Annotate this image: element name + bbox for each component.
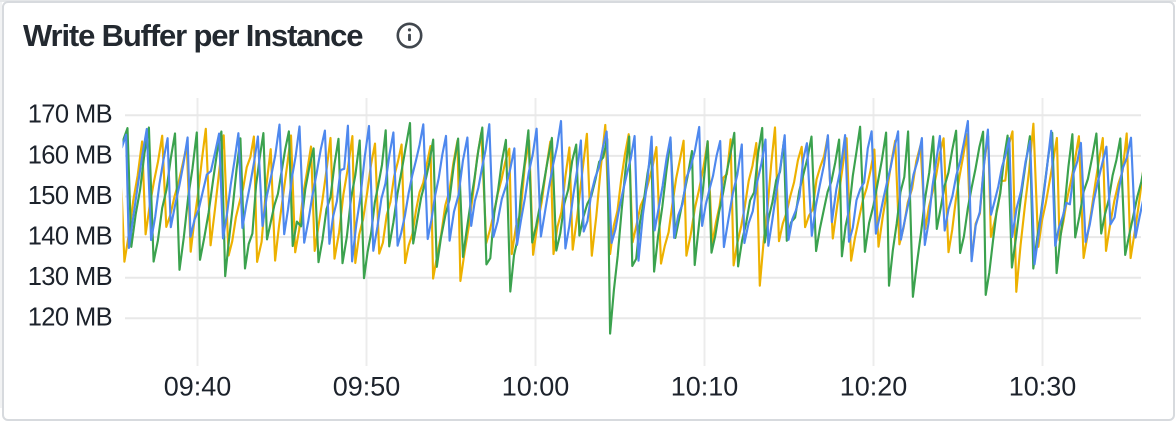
- svg-text:150 MB: 150 MB: [28, 182, 112, 210]
- svg-text:10:10: 10:10: [671, 371, 739, 401]
- svg-text:140 MB: 140 MB: [28, 223, 112, 251]
- svg-text:170 MB: 170 MB: [28, 101, 112, 129]
- svg-text:160 MB: 160 MB: [28, 141, 112, 169]
- svg-text:09:50: 09:50: [333, 371, 401, 401]
- svg-text:09:40: 09:40: [164, 371, 232, 401]
- svg-text:10:30: 10:30: [1009, 371, 1077, 401]
- svg-text:120 MB: 120 MB: [28, 304, 112, 332]
- svg-text:130 MB: 130 MB: [28, 263, 112, 291]
- svg-text:10:20: 10:20: [840, 371, 908, 401]
- svg-text:10:00: 10:00: [502, 371, 570, 401]
